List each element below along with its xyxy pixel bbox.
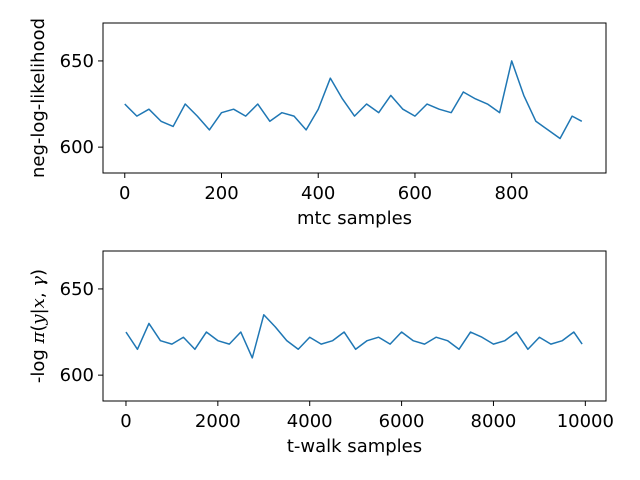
y-tick-label: 650 <box>60 51 94 72</box>
x-tick-label: 2000 <box>195 411 241 432</box>
x-tick-label: 200 <box>204 183 238 204</box>
y-tick-label: 650 <box>60 279 94 300</box>
x-tick-label: 400 <box>301 183 335 204</box>
plot-frame <box>102 22 607 174</box>
series-line <box>125 314 583 359</box>
y-axis-label-part: | <box>28 308 49 314</box>
y-axis-label-part: π <box>28 330 49 344</box>
y-axis-label: neg-log-likelihood <box>28 18 49 178</box>
x-tick-label: 4000 <box>287 411 333 432</box>
y-tick-label: 600 <box>60 365 94 386</box>
y-axis-label-part: γ <box>28 276 49 287</box>
y-axis-label-part: ) <box>28 269 49 276</box>
x-tick-label: 0 <box>120 411 131 432</box>
x-tick-label: 6000 <box>379 411 425 432</box>
y-axis-label: -log π(y|x, γ) <box>28 269 49 383</box>
y-axis-label-part: ( <box>28 325 49 332</box>
x-tick-label: 600 <box>398 183 432 204</box>
y-axis-label-part: -log <box>28 343 49 383</box>
x-tick-label: 800 <box>495 183 529 204</box>
x-tick-label: 10000 <box>557 411 614 432</box>
x-tick-label: 8000 <box>471 411 517 432</box>
x-tick-label: 0 <box>119 183 130 204</box>
series-line <box>124 60 583 140</box>
y-tick-label: 600 <box>60 137 94 158</box>
x-axis-label: t-walk samples <box>287 436 422 457</box>
y-axis-label-part: , <box>28 287 49 298</box>
y-axis-label-part: y <box>28 314 49 326</box>
x-axis-label: mtc samples <box>297 208 412 229</box>
mtc-samples-panel: 0 200 400 600 800 600 650 mtc samples neg-log-li… <box>28 18 607 229</box>
t-walk-samples-panel: 0 2000 4000 6000 8000 10000 600 650 t-walk sampl… <box>28 250 614 457</box>
plot-frame <box>102 250 607 402</box>
y-axis-label-part: x <box>28 298 49 308</box>
